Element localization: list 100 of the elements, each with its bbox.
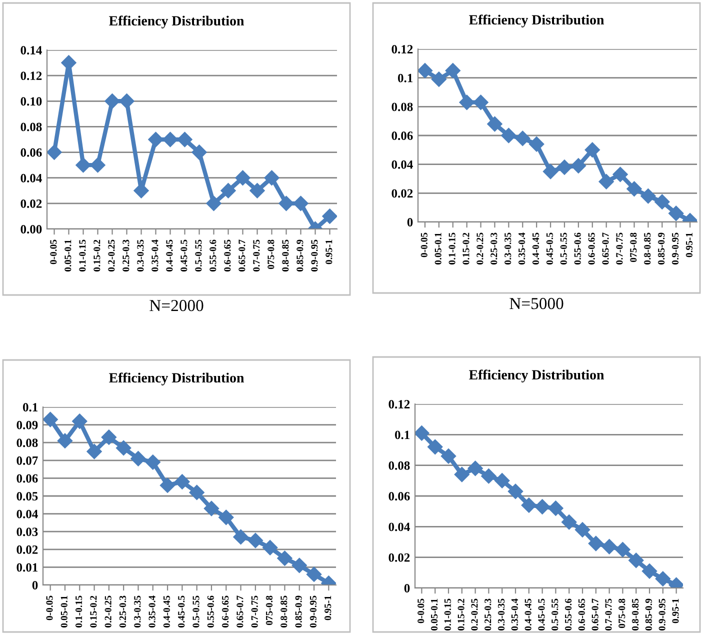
point (588, 536, 604, 552)
y-tick-label: 0.05 (16, 492, 38, 501)
point (90, 158, 106, 173)
y-tick-label: 0.04 (16, 510, 38, 518)
x-tick-label: 0.55-0.6 (574, 232, 581, 264)
point (612, 166, 628, 182)
y-tick-label: 0.02 (388, 553, 410, 562)
y-tick-label: 0.12 (392, 45, 413, 54)
y-tick-label: 0.08 (16, 438, 38, 448)
point (640, 188, 656, 204)
x-tick-label: 075-0.8 (618, 598, 626, 628)
point (481, 468, 496, 484)
point (534, 499, 550, 514)
x-tick-label: 0.8-0.85 (280, 596, 288, 628)
x-tick-label: 0.35-0.4 (518, 232, 526, 264)
x-tick-label: 0.9-0.95 (311, 240, 318, 272)
point (322, 208, 337, 224)
x-tick-label: 0.25-0.3 (119, 596, 126, 628)
x-tick-label: 0.95-1 (326, 240, 332, 264)
point (262, 540, 278, 556)
x-tick-label: 0.5-0.55 (192, 596, 200, 628)
x-tick-label: 0.95-1 (672, 598, 679, 624)
point (116, 440, 132, 456)
x-tick-label: 0.4-0.45 (524, 598, 532, 630)
point (47, 144, 62, 160)
x-tick-label: 0.9-0.95 (658, 598, 666, 630)
x-tick-label: 0.3-0.35 (498, 598, 505, 630)
point (206, 196, 222, 211)
point (292, 558, 307, 573)
x-tick-label: 0.05-0.1 (64, 240, 72, 272)
x-tick-label: 0.25-0.3 (484, 598, 492, 630)
point (598, 174, 614, 190)
x-tick-label: 0.65-0.7 (602, 232, 609, 264)
point (501, 128, 516, 144)
x-tick-label: 0.2-0.25 (104, 596, 112, 628)
x-tick-label: 0-0.05 (50, 240, 57, 264)
y-tick-label: 0.12 (20, 72, 42, 80)
point (104, 94, 120, 109)
point (668, 206, 684, 221)
x-tick-label: 0.95-1 (324, 596, 332, 620)
chart-title: Efficiency Distribution (469, 370, 604, 382)
x-tick-label: 0.9-0.95 (310, 596, 316, 628)
point (642, 564, 658, 579)
point (119, 94, 134, 109)
x-tick-label: 0.35-0.4 (511, 598, 518, 630)
point (468, 460, 483, 476)
y-tick-label: 0.1 (398, 74, 412, 82)
x-tick-label: 075-0.8 (266, 596, 273, 626)
x-tick-label: 0.6-0.65 (588, 232, 595, 264)
point (445, 63, 460, 78)
point (162, 132, 178, 148)
x-tick-label: 0.85-0.9 (658, 232, 665, 264)
point (494, 473, 510, 488)
point (515, 130, 530, 146)
x-tick-label: 0.85-0.9 (645, 598, 652, 630)
x-tick-label: 0.1-0.15 (79, 240, 86, 272)
x-tick-label: 0.3-0.35 (137, 240, 144, 272)
y-tick-label: 0.01 (16, 563, 38, 572)
point (204, 500, 220, 516)
point (454, 466, 470, 482)
x-tick-label: 0.7-0.75 (251, 596, 258, 628)
x-tick-label: 0.8-0.85 (644, 232, 651, 264)
y-tick-label: 0.12 (388, 400, 410, 409)
x-tick-label: 0.7-0.75 (605, 598, 612, 630)
x-tick-label: 0.8-0.85 (632, 598, 639, 630)
point (278, 196, 294, 211)
point (250, 183, 265, 198)
text: N=2000 (150, 300, 204, 312)
x-tick-label: 0.3-0.35 (504, 232, 512, 264)
y-tick-label: 0.00 (20, 225, 42, 234)
point (440, 448, 456, 464)
x-tick-label: 0.7-0.75 (616, 232, 623, 264)
x-tick-label: 0.8-0.85 (282, 240, 289, 272)
x-tick-label: 0.15-0.2 (458, 598, 464, 630)
y-tick-label: 0.03 (16, 528, 38, 536)
x-tick-label: 0.2-0.25 (471, 598, 478, 630)
point (548, 500, 564, 516)
point (574, 522, 590, 538)
point (542, 164, 558, 180)
point (306, 566, 322, 582)
y-tick-label: 0.1 (22, 403, 38, 412)
point (174, 474, 190, 490)
point (415, 426, 430, 441)
point (473, 94, 488, 110)
x-tick-label: 0.5-0.55 (552, 598, 558, 630)
point (570, 158, 586, 174)
point (264, 170, 280, 186)
y-tick-label: 0.02 (16, 545, 38, 554)
y-tick-label: 0.06 (20, 148, 42, 157)
point (431, 72, 446, 87)
y-tick-label: 0 (404, 584, 410, 592)
x-tick-label: 0.65-0.7 (236, 596, 244, 628)
x-tick-label: 0-0.05 (418, 598, 424, 624)
x-tick-label: 0.2-0.25 (108, 240, 115, 272)
point (584, 142, 600, 158)
x-tick-label: 0.05-0.1 (430, 598, 438, 630)
point (655, 571, 670, 586)
y-tick-label: 0.10 (20, 97, 42, 106)
x-tick-label: 0.45-0.5 (546, 232, 553, 264)
x-tick-label: 0.5-0.55 (195, 240, 202, 272)
